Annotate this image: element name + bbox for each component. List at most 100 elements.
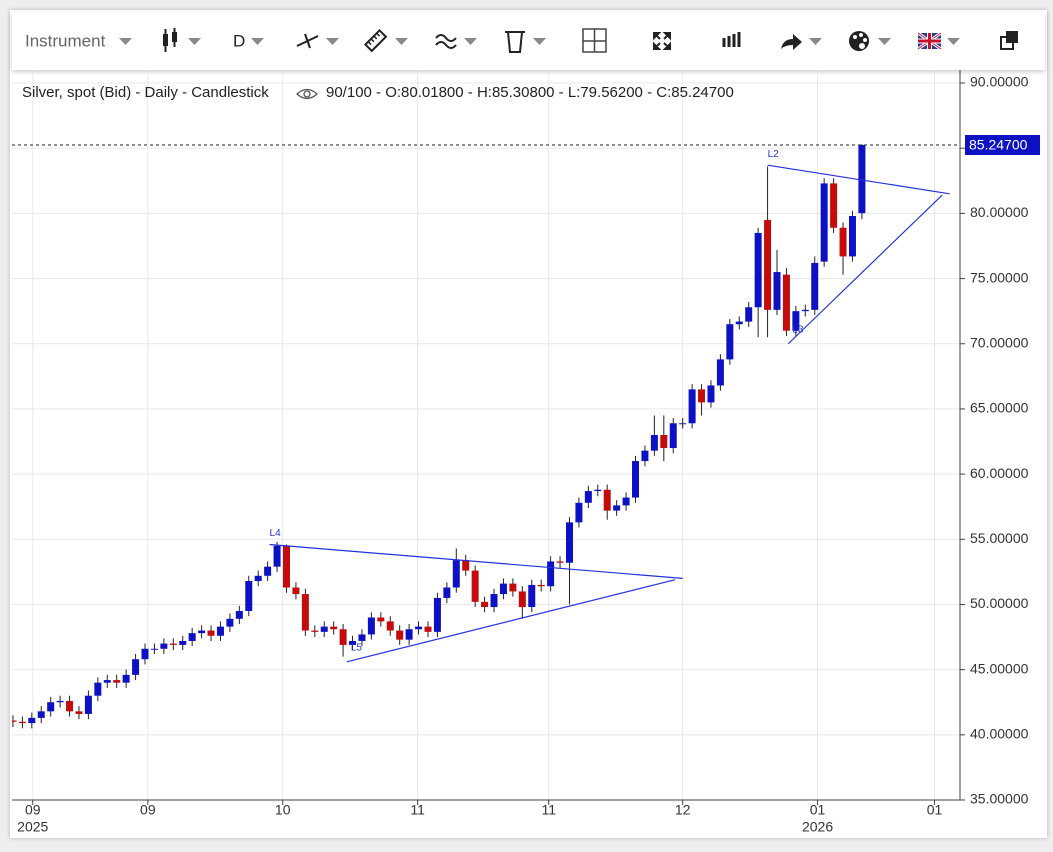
candle-body: [820, 183, 828, 262]
candle-body: [490, 594, 498, 608]
plot-area: 35.00000 40.00000 45.00000 50.00000 55.00000…: [12, 70, 1040, 835]
candle-body: [594, 489, 602, 492]
x-tick-label: 11: [410, 802, 425, 818]
candle-body: [103, 680, 111, 683]
candle-body: [641, 450, 649, 462]
visibility-icon[interactable]: [296, 88, 318, 100]
candle-body: [858, 144, 866, 214]
candle-body: [349, 640, 357, 645]
delete-icon[interactable]: [505, 31, 525, 53]
candle-body: [622, 497, 630, 506]
candle-body: [254, 575, 262, 581]
candle-body: [528, 584, 536, 608]
trend-line-label: L3: [792, 324, 804, 335]
candle-body: [726, 324, 734, 360]
candle-body: [207, 630, 215, 636]
instrument-button[interactable]: Instrument: [25, 31, 106, 50]
candle-body: [405, 629, 413, 640]
crosshair-icon[interactable]: [582, 28, 607, 53]
x-tick-label: 10: [275, 802, 291, 818]
bars-icon[interactable]: [722, 32, 741, 47]
candle-body: [292, 587, 300, 595]
candle-body: [132, 659, 140, 675]
last-price-box: [965, 134, 1040, 155]
ohlc-info: 90/100 - O:80.01800 - H:85.30800 - L:79.…: [326, 84, 734, 101]
candle-body: [415, 626, 423, 630]
last-price-label: 85.24700: [969, 137, 1028, 153]
candle-body: [811, 262, 819, 310]
candle-body: [339, 629, 347, 645]
trend-line-label: L5: [351, 642, 363, 653]
interval-button[interactable]: D: [233, 31, 245, 50]
ruler-icon[interactable]: [363, 28, 388, 53]
x-tick-label: 01: [927, 802, 943, 818]
candle-body: [735, 321, 743, 325]
candle-body: [386, 621, 394, 631]
x-year-label: 2025: [17, 819, 48, 835]
candle-body: [94, 682, 102, 696]
candle-body: [848, 216, 856, 257]
candle-body: [745, 307, 753, 322]
candle-body: [169, 643, 177, 645]
candle-body: [18, 721, 26, 724]
trend-line: [269, 543, 683, 579]
candle-body: [47, 702, 55, 712]
candle-body: [839, 227, 847, 257]
candle-body: [556, 561, 564, 563]
candle-body: [518, 591, 526, 608]
share-icon[interactable]: [781, 34, 802, 50]
y-tick-label: 35.00000: [970, 791, 1029, 807]
candle-body: [358, 634, 366, 641]
y-tick-label: 80.00000: [970, 204, 1029, 220]
y-tick-label: 70.00000: [970, 334, 1029, 350]
y-tick-label: 75.00000: [970, 269, 1029, 285]
candle-body: [584, 491, 592, 503]
candle-body: [481, 601, 489, 608]
candle-body: [754, 232, 762, 308]
candle-body: [188, 633, 196, 641]
x-tick-label: 12: [675, 802, 691, 818]
carets: [119, 38, 960, 45]
palette-icon[interactable]: [849, 31, 869, 51]
candle-body: [471, 570, 479, 602]
candle-body: [537, 584, 545, 587]
candle-body: [273, 545, 281, 567]
candle-body: [12, 720, 17, 722]
candle-body: [443, 587, 451, 598]
candle-body: [452, 560, 460, 588]
y-tick-label: 45.00000: [970, 660, 1029, 676]
candle-body: [28, 717, 36, 724]
y-tick-label: 50.00000: [970, 595, 1029, 611]
candle-body: [660, 435, 668, 449]
trend-line: [787, 194, 943, 345]
candle-body: [84, 695, 92, 714]
candle-body: [66, 700, 74, 712]
language-flag[interactable]: [917, 31, 942, 51]
trend-line-label: L4: [270, 528, 282, 539]
candle-body: [179, 640, 187, 645]
indicator-icon[interactable]: [435, 34, 457, 49]
chart-type-icon[interactable]: [163, 28, 177, 52]
candle-body: [396, 630, 404, 640]
y-tick-label: 65.00000: [970, 400, 1029, 416]
candles: [12, 144, 866, 729]
candle-body: [235, 610, 243, 619]
candle-body: [56, 700, 64, 703]
window-icon[interactable]: [1000, 31, 1018, 50]
candle-body: [782, 274, 790, 331]
candle-body: [320, 626, 328, 632]
trend-line-label: L2: [768, 149, 780, 160]
line-tool-icon[interactable]: [296, 33, 319, 49]
candle-body: [688, 389, 696, 424]
trend-line: [346, 579, 676, 663]
candle-body: [160, 643, 168, 649]
candle-body: [282, 545, 290, 588]
candle-body: [75, 711, 83, 714]
y-tick-label: 90.00000: [970, 74, 1029, 90]
toolbar: [12, 12, 1045, 70]
candle-body: [330, 626, 338, 630]
fullscreen-icon[interactable]: [653, 32, 671, 50]
candle-body: [424, 626, 432, 632]
